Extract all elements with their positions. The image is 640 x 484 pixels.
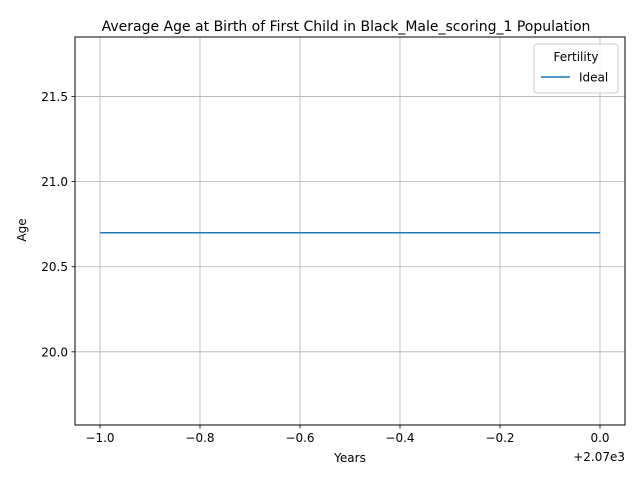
x-tick-label: −0.8 [185, 431, 214, 445]
legend: Fertility Ideal [533, 43, 619, 94]
x-tick-label: −0.2 [485, 431, 514, 445]
y-tick-label: 21.5 [41, 90, 68, 104]
legend-box [533, 43, 619, 94]
y-tick-label: 20.5 [41, 260, 68, 274]
legend-title: Fertility [553, 50, 598, 64]
chart-title: Average Age at Birth of First Child in B… [102, 19, 591, 35]
x-tick-label: −0.4 [385, 431, 414, 445]
legend-label-ideal: Ideal [579, 71, 608, 85]
x-tick-label: 0.0 [590, 431, 609, 445]
grid [75, 37, 625, 425]
y-tick-label: 21.0 [41, 175, 68, 189]
x-tick-label: −0.6 [285, 431, 314, 445]
y-axis-label: Age [15, 218, 29, 241]
plot-area-frame [74, 36, 626, 426]
x-axis-label: Years [333, 451, 366, 465]
y-axis: 20.0 20.5 21.0 21.5 [41, 90, 75, 359]
x-axis-offset-label: +2.07e3 [573, 450, 625, 464]
x-tick-label: −1.0 [85, 431, 114, 445]
y-tick-label: 20.0 [41, 345, 68, 359]
x-axis: −1.0 −0.8 −0.6 −0.4 −0.2 0.0 [85, 425, 610, 445]
